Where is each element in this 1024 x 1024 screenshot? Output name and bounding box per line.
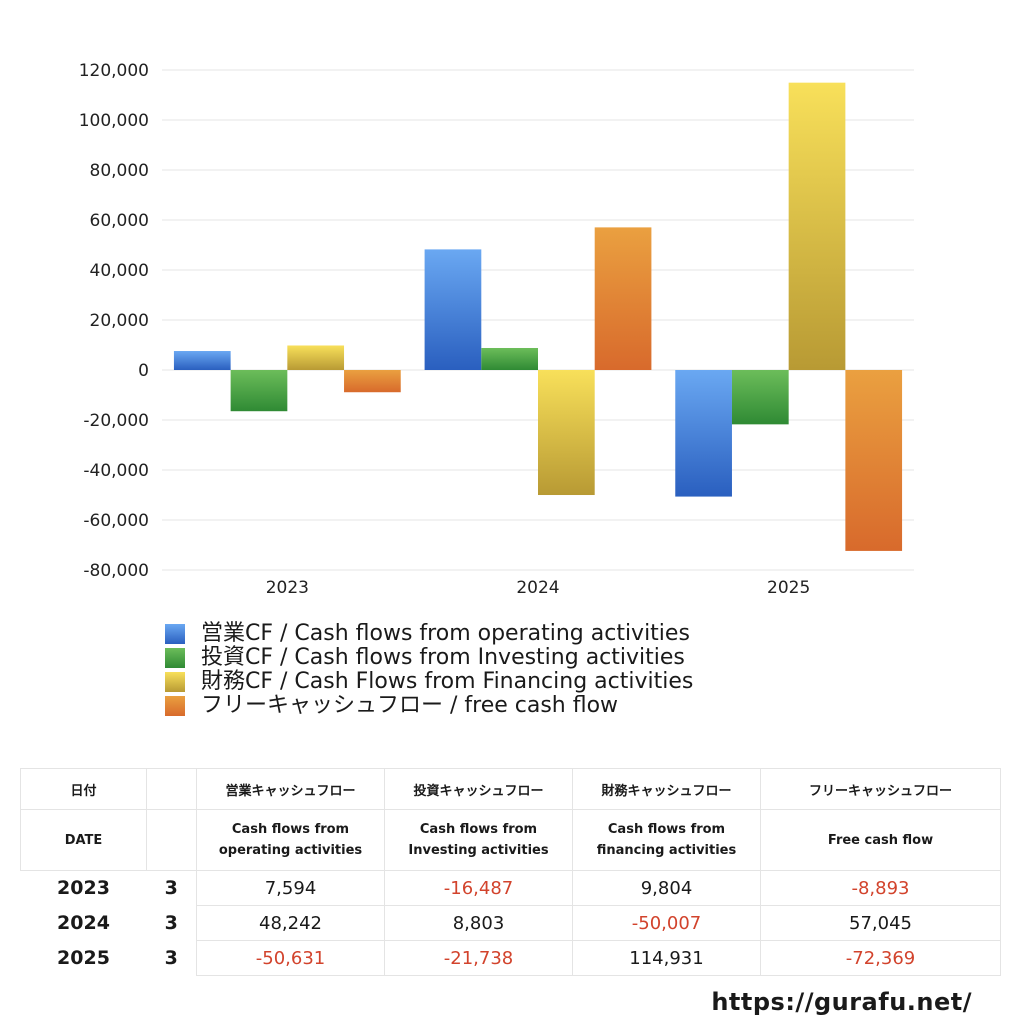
cell-free-cf: 57,045: [760, 905, 1001, 941]
cell-financing: 114,931: [572, 940, 761, 976]
legend-swatch-free-cash-flow: [165, 696, 185, 716]
row-month: 3: [164, 947, 178, 969]
cell-financing: -50,007: [572, 905, 761, 941]
cell-investing: -21,738: [384, 940, 573, 976]
x-tick-label: 2024: [516, 578, 559, 598]
bar-2025-series-1: [675, 370, 732, 497]
cell-operating: 48,242: [196, 905, 385, 941]
y-tick-label: -60,000: [83, 511, 149, 531]
bar-2024-series-3: [538, 370, 595, 496]
row-month: 3: [164, 912, 178, 934]
y-tick-label: 100,000: [79, 111, 149, 131]
bar-2024-series-2: [481, 347, 538, 370]
legend-label-financing: 財務CF / Cash Flows from Financing activit…: [201, 669, 694, 694]
row-year: 2025: [57, 947, 110, 969]
row-month: 3: [164, 877, 178, 900]
header-investing-jp: 投資キャッシュフロー: [384, 768, 573, 810]
site-url-link[interactable]: https://gurafu.net/: [711, 988, 972, 1016]
cell-operating: -50,631: [196, 940, 385, 976]
cell-investing: -16,487: [384, 870, 573, 906]
x-axis-tick-labels: 2023 2024 2025: [266, 578, 811, 598]
legend-swatch-operating: [165, 624, 185, 644]
legend-label-operating: 営業CF / Cash flows from operating activit…: [201, 621, 690, 646]
y-tick-label: 120,000: [79, 61, 149, 81]
legend-item-financing: 財務CF / Cash Flows from Financing activit…: [165, 670, 693, 694]
y-tick-label: 60,000: [90, 211, 149, 231]
legend-swatch-investing: [165, 648, 185, 668]
cell-operating: 7,594: [196, 870, 385, 906]
cell-free-cf: -72,369: [760, 940, 1001, 976]
legend-swatch-financing: [165, 672, 185, 692]
header-free-cf-en: Free cash flow: [760, 809, 1001, 871]
table-row: 2023 3 7,594 -16,487 9,804 -8,893: [21, 870, 1001, 906]
x-tick-label: 2023: [266, 578, 309, 598]
legend-item-free-cash-flow: フリーキャッシュフロー / free cash flow: [165, 694, 693, 718]
y-tick-label: -40,000: [83, 461, 149, 481]
header-investing-en: Cash flows from Investing activities: [384, 809, 573, 871]
header-blank: [146, 768, 197, 810]
y-tick-label: 0: [138, 361, 149, 381]
table-header-row-en: DATE Cash flows from operating activitie…: [20, 809, 1001, 871]
table-row: 2024 3 48,242 8,803 -50,007 57,045: [21, 905, 1001, 941]
row-year: 2023: [57, 877, 110, 900]
table-row: 2025 3 -50,631 -21,738 114,931 -72,369: [21, 940, 1001, 976]
bar-2023-series-1: [173, 351, 231, 370]
y-tick-label: 80,000: [90, 161, 149, 181]
y-tick-label: 20,000: [90, 311, 149, 331]
cash-flow-table: 日付 営業キャッシュフロー 投資キャッシュフロー 財務キャッシュフロー フリーキ…: [20, 768, 1001, 976]
bar-2023-series-2: [230, 370, 288, 412]
bar-2024-series-4: [594, 227, 652, 370]
cell-investing: 8,803: [384, 905, 573, 941]
header-free-cf-jp: フリーキャッシュフロー: [760, 768, 1001, 810]
bar-2025-series-2: [731, 370, 789, 425]
row-year: 2024: [57, 912, 110, 934]
legend-item-investing: 投資CF / Cash flows from Investing activit…: [165, 646, 693, 670]
legend-label-free-cash-flow: フリーキャッシュフロー / free cash flow: [201, 693, 619, 718]
bar-2025-series-4: [845, 370, 903, 551]
header-blank: [146, 809, 197, 871]
chart-legend: 営業CF / Cash flows from operating activit…: [165, 622, 693, 718]
y-tick-label: -20,000: [83, 411, 149, 431]
table-header-row-jp: 日付 営業キャッシュフロー 投資キャッシュフロー 財務キャッシュフロー フリーキ…: [20, 768, 1001, 810]
bar-2025-series-3: [788, 82, 846, 371]
cell-financing: 9,804: [572, 870, 761, 906]
header-financing-jp: 財務キャッシュフロー: [572, 768, 761, 810]
bar-2023-series-4: [344, 370, 401, 393]
legend-item-operating: 営業CF / Cash flows from operating activit…: [165, 622, 693, 646]
y-axis-tick-labels: 120,000 100,000 80,000 60,000 40,000 20,000 0 -…: [79, 61, 149, 581]
bar-2024-series-1: [424, 249, 482, 370]
y-tick-label: 40,000: [90, 261, 149, 281]
bar-2023-series-3: [287, 345, 345, 370]
header-operating-en: Cash flows from operating activities: [196, 809, 385, 871]
legend-label-investing: 投資CF / Cash flows from Investing activit…: [201, 645, 685, 670]
x-tick-label: 2025: [767, 578, 810, 598]
header-operating-jp: 営業キャッシュフロー: [196, 768, 385, 810]
header-date-jp: 日付: [20, 768, 147, 810]
cash-flow-bar-chart: 120,000 100,000 80,000 60,000 40,000 20,000 0 -…: [79, 61, 914, 598]
bars: [173, 82, 903, 551]
header-date-en: DATE: [20, 809, 147, 871]
header-financing-en: Cash flows from financing activities: [572, 809, 761, 871]
y-tick-label: -80,000: [83, 561, 149, 581]
cell-free-cf: -8,893: [760, 870, 1001, 906]
